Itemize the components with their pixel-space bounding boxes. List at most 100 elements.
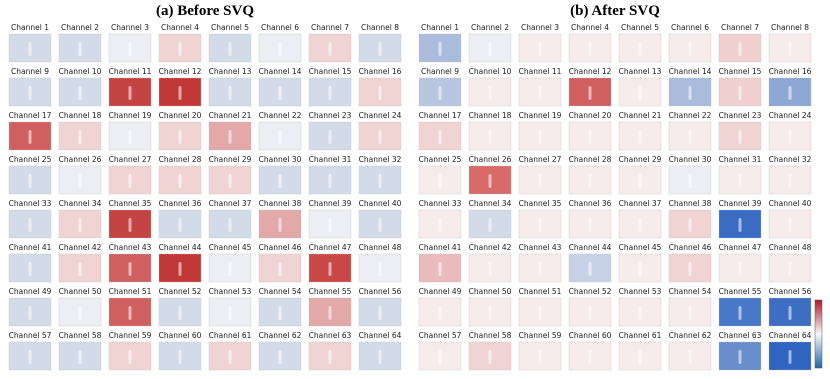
figure-silhouette <box>128 42 132 56</box>
channel-label: Channel 7 <box>311 23 349 32</box>
channel-label: Channel 64 <box>769 331 812 340</box>
figure-silhouette <box>788 42 792 56</box>
figure-silhouette <box>738 130 742 144</box>
channel-label: Channel 44 <box>569 243 612 252</box>
figure-silhouette <box>378 218 382 232</box>
channel-label: Channel 55 <box>309 287 352 296</box>
channel-label: Channel 4 <box>161 23 199 32</box>
figure-silhouette <box>638 86 642 100</box>
channel-label: Channel 31 <box>719 155 762 164</box>
channel-label: Channel 34 <box>59 199 102 208</box>
figure-silhouette <box>538 174 542 188</box>
figure-silhouette <box>228 262 232 276</box>
figure-silhouette <box>638 42 642 56</box>
channel-map <box>618 209 662 239</box>
colorbar <box>814 299 823 369</box>
figure-silhouette <box>438 174 442 188</box>
figure-silhouette <box>438 218 442 232</box>
figure-silhouette <box>788 306 792 320</box>
channel-label: Channel 9 <box>421 67 459 76</box>
channel-label: Channel 35 <box>519 199 562 208</box>
channel-label: Channel 64 <box>359 331 402 340</box>
channel-label: Channel 16 <box>359 67 402 76</box>
channel-label: Channel 51 <box>109 287 152 296</box>
figure-silhouette <box>638 130 642 144</box>
figure-silhouette <box>28 130 32 144</box>
channel-label: Channel 56 <box>359 287 402 296</box>
figure-silhouette <box>688 218 692 232</box>
channel-label: Channel 3 <box>111 23 149 32</box>
figure-silhouette <box>378 174 382 188</box>
figure-silhouette <box>788 86 792 100</box>
channel-label: Channel 2 <box>471 23 509 32</box>
figure-silhouette <box>228 218 232 232</box>
channel-label: Channel 36 <box>159 199 202 208</box>
figure-silhouette <box>538 262 542 276</box>
channel-label: Channel 23 <box>309 111 352 120</box>
channel-label: Channel 45 <box>209 243 252 252</box>
figure-silhouette <box>178 86 182 100</box>
figure-silhouette <box>738 86 742 100</box>
figure-silhouette <box>738 218 742 232</box>
channel-label: Channel 18 <box>469 111 512 120</box>
figure-silhouette <box>178 306 182 320</box>
channel-label: Channel 33 <box>419 199 462 208</box>
figure-silhouette <box>78 350 82 364</box>
channel-label: Channel 14 <box>669 67 712 76</box>
figure-silhouette <box>538 350 542 364</box>
channel-label: Channel 19 <box>109 111 152 120</box>
channel-label: Channel 13 <box>209 67 252 76</box>
channel-label: Channel 53 <box>619 287 662 296</box>
figure-silhouette <box>328 42 332 56</box>
channel-label: Channel 33 <box>9 199 52 208</box>
channel-label: Channel 49 <box>9 287 52 296</box>
channel-label: Channel 26 <box>469 155 512 164</box>
channel-label: Channel 20 <box>569 111 612 120</box>
channel-label: Channel 30 <box>259 155 302 164</box>
figure-silhouette <box>488 130 492 144</box>
figure-silhouette <box>588 350 592 364</box>
channel-label: Channel 57 <box>419 331 462 340</box>
channel-label: Channel 40 <box>769 199 812 208</box>
channel-label: Channel 44 <box>159 243 202 252</box>
channel-label: Channel 36 <box>569 199 612 208</box>
channel-label: Channel 40 <box>359 199 402 208</box>
figure-silhouette <box>738 42 742 56</box>
channel-label: Channel 31 <box>309 155 352 164</box>
channel-label: Channel 17 <box>419 111 462 120</box>
channel-label: Channel 5 <box>211 23 249 32</box>
channel-label: Channel 6 <box>261 23 299 32</box>
figure-silhouette <box>178 262 182 276</box>
panel-title: (a) Before SVQ <box>156 3 254 19</box>
figure-silhouette <box>488 306 492 320</box>
figure-silhouette <box>28 218 32 232</box>
figure-silhouette <box>438 306 442 320</box>
channel-label: Channel 52 <box>569 287 612 296</box>
channel-label: Channel 27 <box>519 155 562 164</box>
channel-label: Channel 46 <box>259 243 302 252</box>
figure-silhouette <box>78 42 82 56</box>
channel-label: Channel 28 <box>569 155 612 164</box>
channel-map <box>308 209 352 239</box>
figure-silhouette <box>538 218 542 232</box>
channel-label: Channel 2 <box>61 23 99 32</box>
figure-silhouette <box>128 306 132 320</box>
figure-silhouette <box>538 130 542 144</box>
figure-silhouette <box>688 130 692 144</box>
figure-silhouette <box>78 174 82 188</box>
figure-silhouette <box>128 262 132 276</box>
figure-silhouette <box>588 218 592 232</box>
channel-label: Channel 6 <box>671 23 709 32</box>
figure-silhouette <box>128 130 132 144</box>
channel-label: Channel 16 <box>769 67 812 76</box>
figure-silhouette <box>788 130 792 144</box>
figure-silhouette <box>688 350 692 364</box>
figure-silhouette <box>228 350 232 364</box>
channel-label: Channel 12 <box>569 67 612 76</box>
channel-label: Channel 21 <box>619 111 662 120</box>
figure-silhouette <box>788 262 792 276</box>
figure-silhouette <box>738 350 742 364</box>
channel-label: Channel 29 <box>209 155 252 164</box>
figure-silhouette <box>278 306 282 320</box>
figure-silhouette <box>28 174 32 188</box>
